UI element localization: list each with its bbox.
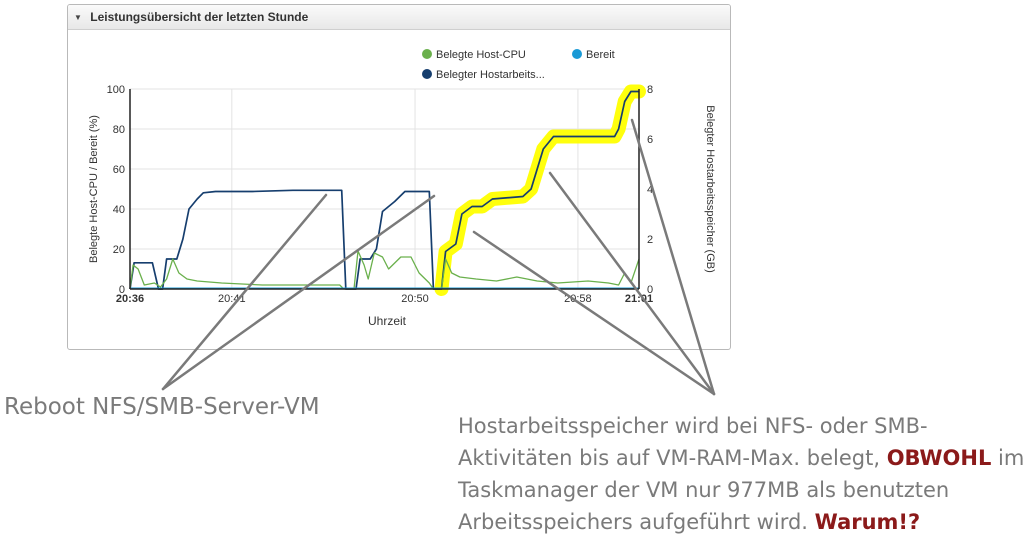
y-tick-left-label: 0: [119, 284, 125, 296]
x-tick-label: 20:41: [218, 293, 246, 305]
reboot-annotation: Reboot NFS/SMB-Server-VM: [4, 394, 320, 420]
legend-marker: [572, 49, 582, 59]
plot-area: [130, 89, 639, 289]
y-tick-left-label: 80: [113, 124, 125, 136]
memory-note-emphasis-warum: Warum!?: [814, 510, 921, 534]
x-tick-label: 20:36: [116, 293, 144, 305]
memory-note-text-2: im Taskmanager der VM nur 977MB als benu…: [458, 446, 1025, 534]
triangle-down-icon[interactable]: ▼: [74, 13, 82, 22]
x-tick-label: 20:58: [564, 293, 592, 305]
legend-marker: [422, 49, 432, 59]
legend-marker: [422, 69, 432, 79]
y-tick-left-label: 40: [113, 204, 125, 216]
x-tick-label: 21:01: [625, 293, 653, 305]
legend-label: Belegte Host-CPU: [436, 49, 526, 61]
x-axis-label: Uhrzeit: [368, 314, 407, 328]
memory-note-text-1: Hostarbeitsspeicher wird bei NFS- oder S…: [458, 414, 928, 470]
y-tick-left-label: 60: [113, 164, 125, 176]
y-tick-right-label: 6: [647, 134, 653, 146]
x-tick-label: 20:50: [401, 293, 429, 305]
grid: [129, 88, 640, 290]
legend: Belegte Host-CPU Bereit Belegter Hostarbei…: [422, 49, 615, 81]
y-tick-right-label: 4: [647, 184, 653, 196]
panel-title: Leistungsübersicht der letzten Stunde: [90, 10, 309, 24]
memory-note-emphasis-obwohl: OBWOHL: [886, 446, 992, 470]
legend-label: Belegter Hostarbeits...: [436, 69, 545, 81]
y-tick-left-label: 20: [113, 244, 125, 256]
y-axis-right-label: Belegter Hostarbeitsspeicher (GB): [704, 105, 716, 273]
y-tick-left-label: 100: [107, 84, 125, 96]
panel-header[interactable]: ▼ Leistungsübersicht der letzten Stunde: [68, 5, 730, 30]
memory-annotation: Hostarbeitsspeicher wird bei NFS- oder S…: [458, 410, 1028, 538]
y-axis-left-label: Belegte Host-CPU / Bereit (%): [88, 115, 100, 263]
legend-label: Bereit: [586, 49, 615, 61]
y-tick-right-label: 8: [647, 84, 653, 96]
y-tick-right-label: 2: [647, 234, 653, 246]
